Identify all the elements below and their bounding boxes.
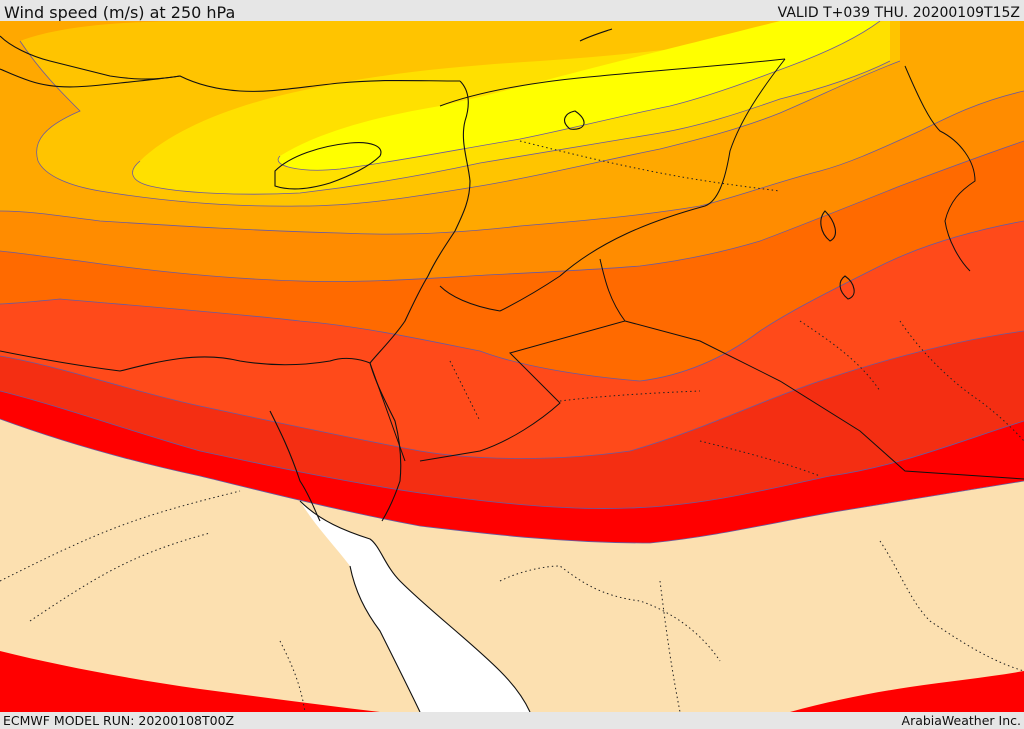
- model-run-label: ECMWF MODEL RUN: 20200108T00Z: [3, 713, 235, 728]
- coastlines: [0, 28, 855, 712]
- map-title: Wind speed (m/s) at 250 hPa: [4, 3, 236, 22]
- country-borders: [369, 58, 1024, 480]
- red-sea-band-south: [0, 651, 380, 712]
- wind-band-9: [278, 21, 880, 171]
- admin-boundaries: [0, 140, 1024, 712]
- valid-time-label: VALID T+039 THU. 20200109T15Z: [777, 5, 1020, 21]
- red-sea: [300, 501, 530, 712]
- wind-speed-map: [0, 21, 1024, 712]
- contour-lines: [0, 21, 1024, 544]
- footer-bar: ECMWF MODEL RUN: 20200108T00Z ArabiaWeat…: [0, 712, 1024, 729]
- credit-label: ArabiaWeather Inc.: [901, 713, 1021, 728]
- header-bar: Wind speed (m/s) at 250 hPa VALID T+039 …: [0, 0, 1024, 22]
- wind-band-southeast: [790, 671, 1024, 712]
